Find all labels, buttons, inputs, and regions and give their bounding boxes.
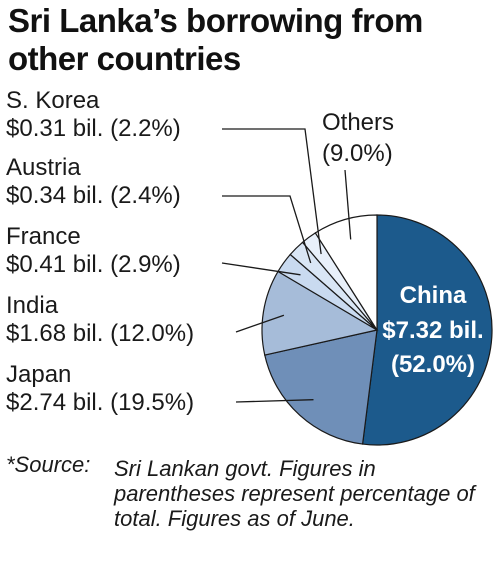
leader-line-austria xyxy=(222,195,312,264)
slice-label-japan-value: $2.74 bil. (19.5%) xyxy=(6,389,194,416)
leader-line-s-korea xyxy=(222,128,322,255)
slice-label-france-value: $0.41 bil. (2.9%) xyxy=(6,251,181,278)
slice-label-others-name: Others xyxy=(322,109,394,136)
leader-line-japan xyxy=(235,399,314,403)
slice-label-austria-value: $0.34 bil. (2.4%) xyxy=(6,182,181,209)
pie-slice-others xyxy=(314,214,378,333)
pie-slice-china xyxy=(361,214,493,446)
slice-label-s-korea-name: S. Korea xyxy=(6,87,100,114)
source-note: Sri Lankan govt. Figures in parentheses … xyxy=(114,456,475,531)
slice-label-china-pct: (52.0%) xyxy=(391,351,475,378)
slice-label-india-value: $1.68 bil. (12.0%) xyxy=(6,320,194,347)
pie-slice-japan xyxy=(264,329,378,445)
leader-line-others xyxy=(344,169,352,240)
leader-line-france xyxy=(221,262,301,276)
slice-label-china-value: $7.32 bil. xyxy=(382,317,483,344)
slice-label-others-value: (9.0%) xyxy=(322,140,393,167)
slice-label-s-korea-value: $0.31 bil. (2.2%) xyxy=(6,115,181,142)
slice-label-india-name: India xyxy=(6,292,59,319)
chart-title: Sri Lanka’s borrowing from other countri… xyxy=(8,2,423,77)
slice-label-japan-name: Japan xyxy=(6,361,71,388)
leader-line-india xyxy=(235,314,285,333)
pie-slice-india xyxy=(261,270,379,356)
slice-label-france-name: France xyxy=(6,223,81,250)
slice-label-austria-name: Austria xyxy=(6,154,81,181)
source-tag: *Source: xyxy=(6,452,91,477)
slice-label-china-name: China xyxy=(400,282,467,309)
